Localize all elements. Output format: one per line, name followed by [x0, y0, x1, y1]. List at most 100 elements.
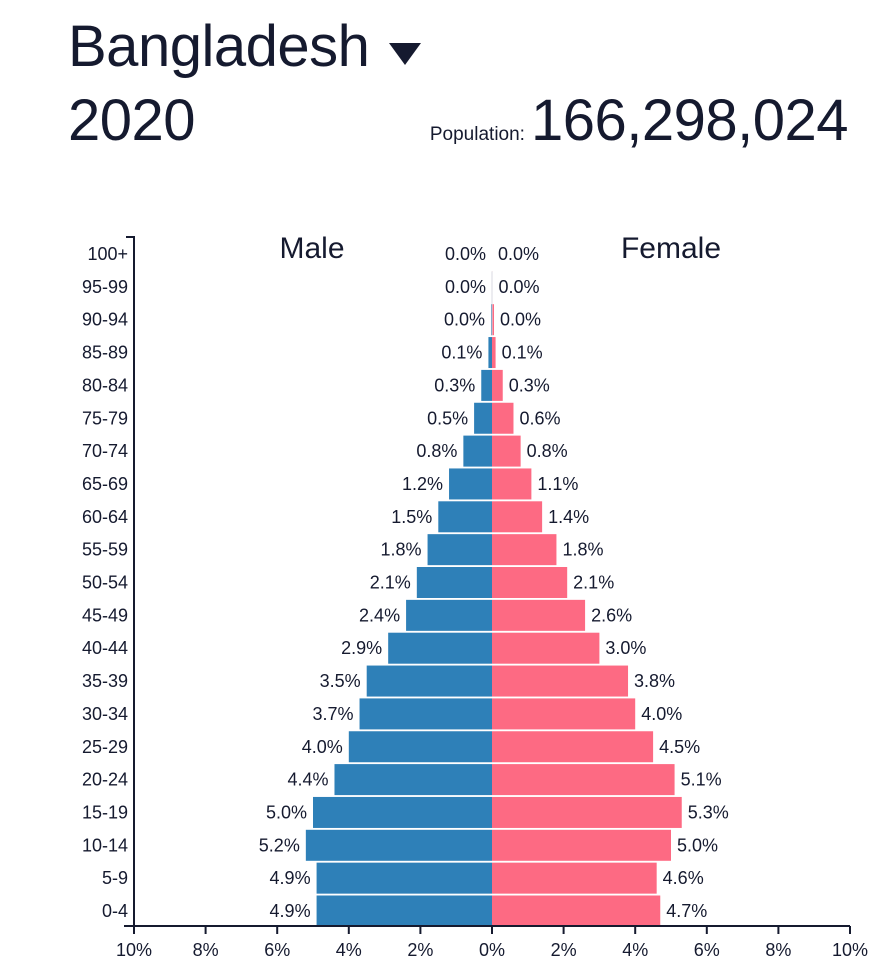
- female-bar: [492, 599, 586, 631]
- x-tick-label: 8%: [765, 940, 791, 960]
- female-bar: [492, 796, 682, 828]
- female-value-label: 1.8%: [562, 540, 603, 560]
- x-tick-label: 6%: [264, 940, 290, 960]
- female-bar: [492, 567, 568, 598]
- y-tick-label: 60-64: [82, 507, 128, 527]
- female-value-label: 5.0%: [677, 835, 718, 855]
- female-value-label: 5.3%: [688, 802, 729, 822]
- male-value-label: 2.1%: [370, 573, 411, 593]
- female-bar: [492, 501, 543, 533]
- male-value-label: 5.2%: [259, 835, 300, 855]
- female-value-label: 4.6%: [663, 868, 704, 888]
- male-value-label: 1.8%: [381, 540, 422, 560]
- male-value-label: 2.4%: [359, 605, 400, 625]
- male-bar: [305, 829, 492, 861]
- country-name: Bangladesh: [68, 14, 370, 79]
- y-tick-label: 100+: [87, 244, 128, 264]
- y-tick-label: 75-79: [82, 408, 128, 428]
- x-tick-label: 10%: [116, 940, 152, 960]
- male-value-label: 2.9%: [341, 638, 382, 658]
- male-bar: [334, 764, 492, 796]
- x-tick-label: 6%: [694, 940, 720, 960]
- female-bar: [492, 698, 636, 730]
- female-bar: [492, 764, 675, 796]
- female-bar: [492, 665, 629, 697]
- x-tick-label: 0%: [479, 940, 505, 960]
- x-tick-label: 2%: [551, 940, 577, 960]
- female-bar: [492, 468, 532, 500]
- female-bar: [492, 895, 661, 927]
- female-bar: [492, 337, 496, 369]
- y-tick-label: 35-39: [82, 671, 128, 691]
- male-value-label: 0.0%: [445, 244, 486, 264]
- female-bar: [492, 829, 671, 861]
- male-bar: [427, 534, 492, 566]
- y-tick-label: 50-54: [82, 573, 128, 593]
- female-value-label: 4.0%: [641, 704, 682, 724]
- male-value-label: 1.5%: [391, 507, 432, 527]
- male-value-label: 3.5%: [320, 671, 361, 691]
- female-value-label: 0.6%: [519, 408, 560, 428]
- male-bar: [488, 337, 492, 369]
- male-bar: [366, 665, 492, 697]
- female-value-label: 0.0%: [500, 310, 541, 330]
- y-tick-label: 65-69: [82, 474, 128, 494]
- female-value-label: 0.8%: [527, 441, 568, 461]
- female-bar: [492, 534, 557, 566]
- y-tick-label: 20-24: [82, 770, 128, 790]
- male-value-label: 4.9%: [270, 901, 311, 921]
- male-bar: [438, 501, 492, 533]
- male-bar: [359, 698, 492, 730]
- female-value-label: 0.3%: [509, 375, 550, 395]
- x-tick-label: 4%: [622, 940, 648, 960]
- male-value-label: 4.9%: [270, 868, 311, 888]
- female-value-label: 0.1%: [502, 343, 543, 363]
- female-value-label: 0.0%: [498, 244, 539, 264]
- country-selector[interactable]: Bangladesh: [68, 12, 422, 82]
- female-bar: [492, 862, 657, 894]
- y-tick-label: 95-99: [82, 277, 128, 297]
- female-bar: [492, 402, 514, 434]
- male-value-label: 0.3%: [434, 375, 475, 395]
- male-value-label: 0.0%: [445, 277, 486, 297]
- female-bar: [492, 369, 503, 401]
- y-tick-label: 25-29: [82, 737, 128, 757]
- y-axis: [126, 236, 135, 926]
- male-value-label: 0.1%: [441, 343, 482, 363]
- population-label: Population:: [429, 124, 525, 145]
- female-value-label: 3.0%: [605, 638, 646, 658]
- female-value-label: 4.5%: [659, 737, 700, 757]
- y-tick-label: 55-59: [82, 540, 128, 560]
- female-bar: [492, 304, 494, 336]
- male-bar: [474, 402, 492, 434]
- caret-down-icon[interactable]: [389, 43, 422, 65]
- y-tick-label: 0-4: [102, 901, 128, 921]
- male-bar: [463, 435, 492, 467]
- male-bar: [313, 796, 492, 828]
- y-tick-label: 5-9: [102, 868, 128, 888]
- male-value-label: 0.8%: [416, 441, 457, 461]
- female-bar: [492, 731, 654, 763]
- x-tick-label: 8%: [193, 940, 219, 960]
- x-tick-label: 2%: [407, 940, 433, 960]
- y-tick-label: 45-49: [82, 605, 128, 625]
- female-value-label: 4.7%: [666, 901, 707, 921]
- female-bar: [492, 435, 521, 467]
- male-bar: [449, 468, 492, 500]
- population-value: 166,298,024: [530, 88, 849, 153]
- female-value-label: 2.1%: [573, 573, 614, 593]
- female-value-label: 3.8%: [634, 671, 675, 691]
- male-bar: [316, 862, 492, 894]
- male-value-label: 4.0%: [302, 737, 343, 757]
- male-value-label: 0.0%: [444, 310, 485, 330]
- y-tick-label: 15-19: [82, 802, 128, 822]
- female-value-label: 1.4%: [548, 507, 589, 527]
- female-value-label: 0.0%: [499, 277, 540, 297]
- male-bar: [388, 632, 492, 664]
- y-tick-label: 80-84: [82, 375, 128, 395]
- male-value-label: 4.4%: [287, 770, 328, 790]
- female-bar: [492, 632, 600, 664]
- y-tick-label: 30-34: [82, 704, 128, 724]
- male-bar: [481, 369, 492, 401]
- y-tick-label: 90-94: [82, 310, 128, 330]
